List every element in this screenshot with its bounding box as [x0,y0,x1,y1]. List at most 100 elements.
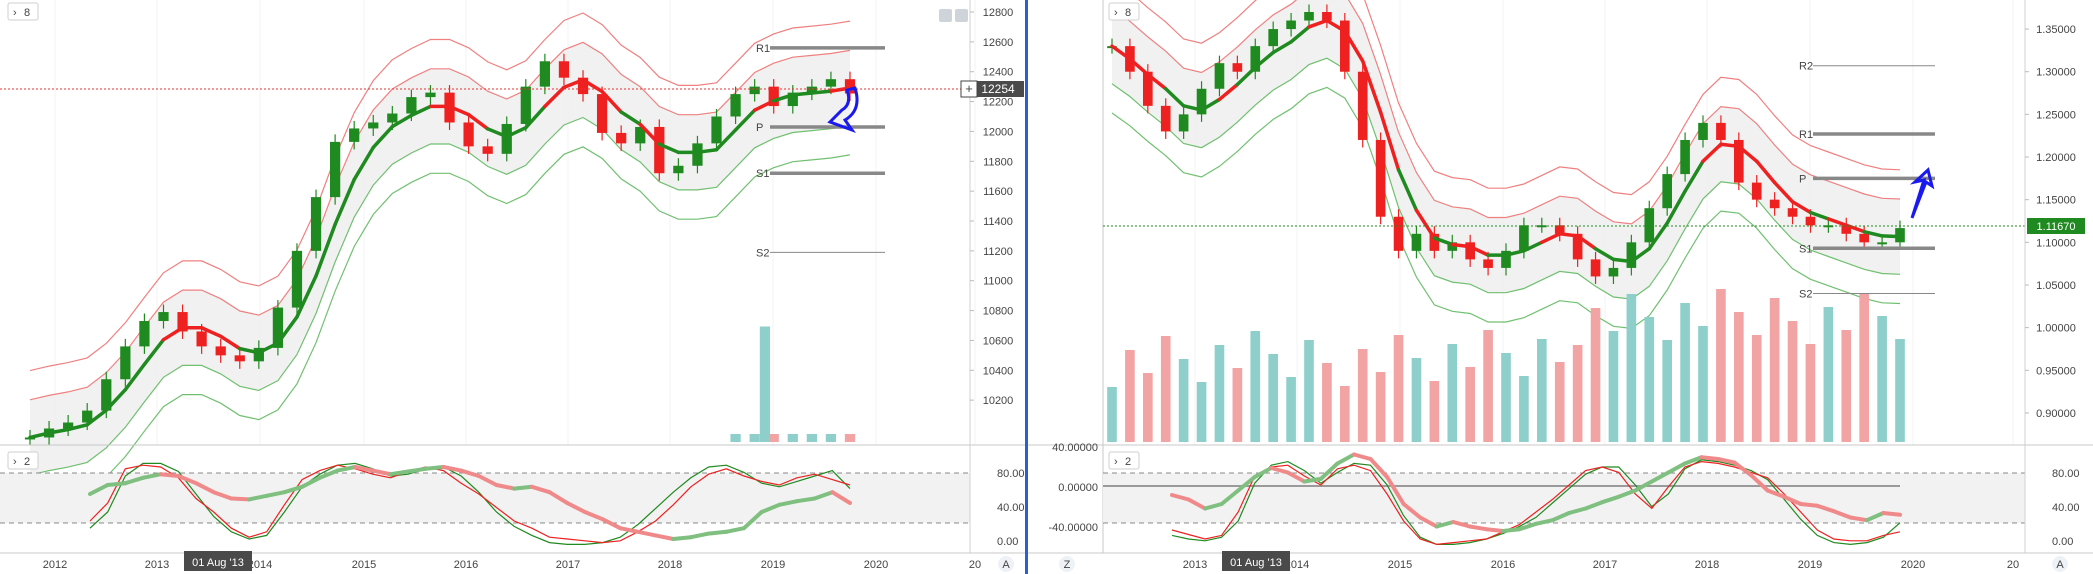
r-ma-segment [1271,40,1293,55]
right-osc-left-tick-40: 40.00000 [1052,442,1098,454]
r-candle-body [1232,63,1243,72]
l-ma-segment [85,408,109,427]
r-candle-body [1554,225,1565,234]
l-candle-body [654,126,665,174]
r-osc-red-line [1171,460,1901,546]
r-ma-segment [1289,25,1311,44]
r-osc-thick-segment [1170,493,1191,502]
r-osc-thick-segment [1782,494,1803,506]
r-ma-segment [1307,18,1329,29]
l-candle-body [501,123,512,154]
left-chart[interactable]: R1 P S1 S2 12800 12600 12400 12200 12000 11800 11… [0,0,1025,574]
l-osc-thick-segment [282,484,305,495]
r-candle-body [1196,88,1207,115]
r-candle-body [1340,20,1350,72]
l-ma-segment [295,274,318,319]
l-ma-segment [199,325,223,339]
r-candle-body [1143,71,1153,106]
chart-split-divider[interactable] [1025,0,1028,574]
right-left-scale-button[interactable] [1059,556,1075,572]
right-volume-bar [1895,339,1905,442]
r-osc-thick-segment [1484,527,1505,533]
left-price-axis[interactable]: 12800 12600 12400 12200 12000 11800 11600 11400… [970,7,1013,407]
l-candle-body [806,86,817,93]
right-oscillator-badge[interactable] [1108,451,1140,470]
right-volume-bar [1447,344,1458,442]
l-outer-upper-band [29,12,851,372]
r-price-tick: 0.90000 [2036,408,2076,420]
left-auto-scale-button[interactable] [998,556,1014,572]
l-price-tick: 12400 [983,67,1014,79]
r-price-tick: 1.30000 [2036,67,2076,79]
right-volume-bar [1214,345,1225,442]
l-osc-thick-segment [300,475,322,489]
left-last-price-badge [973,81,1024,97]
l-inner-lower-band [29,116,851,476]
r-osc-thick-segment [1368,457,1390,479]
l-osc-thick-segment [123,475,146,486]
r-ma-segment [1128,57,1150,77]
r-osc-thick-segment [1616,488,1638,499]
right-left-scale-label: Z [1064,559,1071,571]
r-pivot-label-r1: R1 [1799,129,1813,141]
settings-icon[interactable] [955,9,968,22]
right-volume-bar [1160,336,1171,442]
r-candle-body [1841,225,1852,234]
left-indicator-badge[interactable] [7,2,39,21]
right-time-axis[interactable]: 2013 2014 2015 2016 2017 2018 2019 2020 20 [1183,559,2019,571]
l-candle-body [482,146,493,154]
right-volume-bar [1250,331,1261,442]
r-osc-thick-segment [1352,452,1373,461]
right-osc-tick-40: 40.00 [2052,502,2080,514]
r-time-tick: 2016 [1491,559,1515,571]
right-volume-bar [1483,330,1493,442]
r-candle-body [1483,259,1493,268]
l-price-tick: 10800 [983,306,1014,318]
r-candle-body [1572,233,1583,260]
r-ma-segment [1737,144,1759,164]
l-osc-thick-segment [423,465,446,471]
l-candle-body [82,410,93,423]
right-indicator-badge[interactable] [1108,2,1140,21]
l-osc-thick-segment [353,465,375,473]
l-osc-thick-segment [547,490,570,505]
left-oscillator-badge[interactable] [7,451,39,470]
l-osc-thick-segment [105,481,128,487]
right-crosshair-date-badge [1222,551,1290,571]
r-candle-body [1178,114,1189,132]
l-time-tick: 2017 [556,559,580,571]
right-last-price-badge [2027,218,2085,234]
l-ma-segment [314,222,337,278]
l-candle-body [730,94,741,117]
l-time-tick: 2014 [248,559,272,571]
l-ma-segment [257,341,280,355]
l-candle-body [291,250,303,308]
l-osc-thick-segment [406,466,428,474]
r-ma-segment [1826,217,1849,228]
r-osc-thick-segment [1798,502,1820,508]
l-candle-body [787,92,798,107]
r-osc-thick-segment [1666,461,1687,475]
r-ma-segment [1629,246,1652,264]
right-pivot-levels: R2 R1 P S1 S2 [1799,61,1935,301]
r-ma-segment [1504,249,1526,257]
r-candle-body [1429,233,1440,251]
r-ma-segment [1575,234,1598,251]
right-price-axis[interactable]: 1.35000 1.30000 1.25000 1.20000 1.15000 1.100… [2025,24,2076,420]
left-pivot-levels: R1 P S1 S2 [756,43,885,259]
left-time-axis[interactable]: 2012 2013 2014 2015 2016 2017 2018 2019 2020 20 [43,559,981,571]
right-auto-scale-button[interactable] [2052,556,2068,572]
r-osc-thick-segment [1467,524,1489,532]
right-volume-bar [1680,303,1690,442]
right-volume-bar [1572,345,1583,442]
hide-icon[interactable] [939,9,952,22]
r-ma-segment [1790,200,1813,215]
left-add-alert-button[interactable] [960,80,978,98]
r-ma-segment [1432,236,1455,247]
l-ma-segment [504,125,528,139]
r-ma-segment [1665,189,1687,225]
l-inner-upper-band [29,41,851,401]
left-volume-bar [768,434,779,442]
r-osc-thick-segment [1451,520,1472,529]
